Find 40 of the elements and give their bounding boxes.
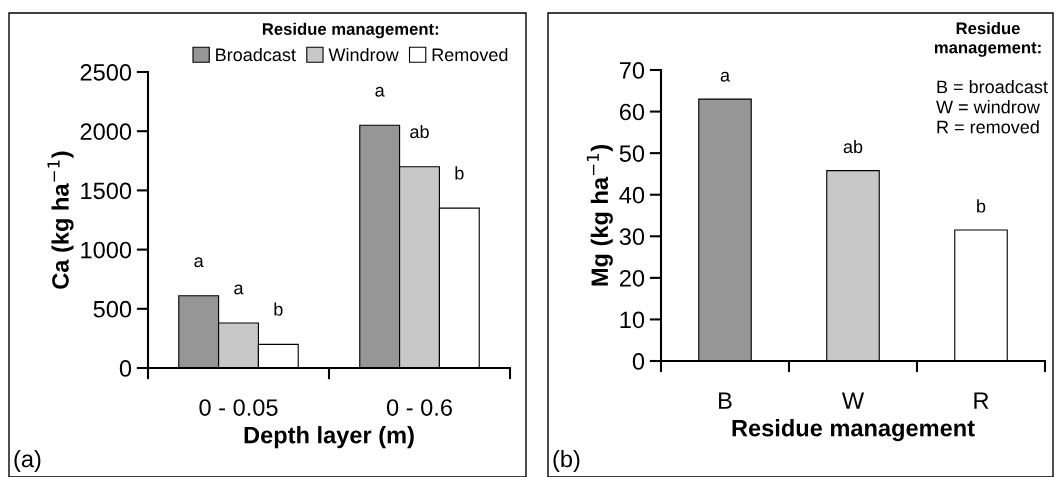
y-tick-label: 0	[119, 360, 132, 377]
y-tick-label: 10	[620, 311, 645, 329]
y-tick-label: 50	[619, 145, 645, 162]
y-axis-title: Ca (kg ha$^{−1}$)	[47, 151, 74, 289]
data-label: a	[720, 71, 731, 82]
y-tick-label: 500	[93, 300, 132, 318]
legend-label: Windrow	[328, 47, 399, 62]
y-tick-label: 60	[619, 103, 645, 121]
data-label: b	[977, 199, 986, 213]
x-tick-label: 0 - 0.05	[199, 399, 278, 416]
y-tick-label: 2000	[80, 123, 132, 140]
y-tick-label: 0	[632, 353, 645, 370]
y-tick-label: 1000	[81, 241, 132, 259]
data-label: b	[274, 302, 283, 316]
y-tick-label: 2500	[80, 64, 132, 81]
annotation: B = broadcast W = windrow R = removed	[936, 80, 1048, 134]
data-label: ab	[843, 139, 863, 154]
x-tick-label: W	[841, 392, 865, 409]
y-tick-label: 30	[619, 228, 645, 246]
text: (a)	[14, 449, 41, 472]
data-label: a	[375, 86, 385, 97]
x-tick-label: 0 - 0.6	[386, 399, 452, 416]
y-tick-label: 70	[619, 62, 645, 79]
legend-label: Removed	[432, 47, 508, 62]
text: Residue management:	[934, 22, 1041, 57]
y-tick-label: 1500	[81, 182, 132, 200]
legend-label: Broadcast	[216, 47, 296, 62]
y-axis-title: Mg (kg ha$^{−1}$)	[586, 145, 613, 286]
data-label: a	[194, 257, 204, 268]
x-axis-title: Residue management	[732, 419, 975, 442]
x-tick-label: R	[974, 392, 989, 409]
y-tick-label: 20	[619, 269, 645, 287]
x-tick-label: B	[719, 392, 732, 409]
data-label: a	[234, 284, 244, 295]
y-tick-label: 40	[619, 186, 645, 204]
x-axis-title: Depth layer (m)	[244, 426, 414, 449]
data-label: b	[455, 166, 464, 180]
data-label: ab	[410, 124, 429, 139]
text: (b)	[553, 449, 580, 472]
legend-title: Residue management:	[262, 22, 439, 39]
